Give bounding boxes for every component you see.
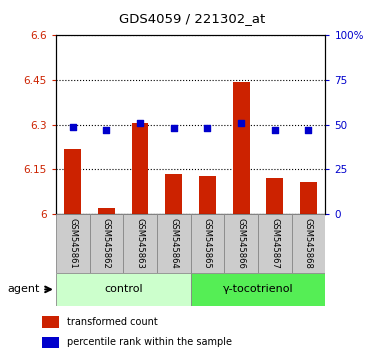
- Bar: [233, 81, 249, 214]
- Text: GSM545862: GSM545862: [102, 218, 111, 269]
- Text: GSM545863: GSM545863: [136, 218, 144, 269]
- Text: GSM545867: GSM545867: [270, 218, 279, 269]
- Bar: [56, 214, 89, 273]
- Text: GSM545866: GSM545866: [237, 218, 246, 269]
- Bar: [42, 316, 59, 328]
- Bar: [199, 176, 216, 214]
- Point: [103, 127, 109, 133]
- Bar: [224, 214, 258, 273]
- Bar: [191, 214, 224, 273]
- Point: [171, 126, 177, 131]
- Point: [204, 126, 211, 131]
- Text: agent: agent: [8, 284, 40, 294]
- Point: [70, 124, 76, 130]
- Bar: [157, 214, 191, 273]
- Text: GSM545861: GSM545861: [68, 218, 77, 269]
- Bar: [165, 174, 182, 214]
- Bar: [258, 214, 292, 273]
- Bar: [64, 149, 81, 214]
- Bar: [123, 214, 157, 273]
- Text: transformed count: transformed count: [67, 317, 158, 327]
- Bar: [98, 208, 115, 214]
- Text: GSM545865: GSM545865: [203, 218, 212, 269]
- Text: GSM545868: GSM545868: [304, 218, 313, 269]
- Bar: [56, 273, 191, 306]
- Point: [238, 120, 244, 126]
- Bar: [89, 214, 123, 273]
- Bar: [42, 337, 59, 348]
- Bar: [292, 214, 325, 273]
- Text: GDS4059 / 221302_at: GDS4059 / 221302_at: [119, 12, 266, 25]
- Bar: [266, 178, 283, 214]
- Point: [305, 127, 311, 133]
- Bar: [191, 273, 325, 306]
- Text: control: control: [104, 284, 142, 295]
- Text: percentile rank within the sample: percentile rank within the sample: [67, 337, 232, 348]
- Point: [272, 127, 278, 133]
- Text: GSM545864: GSM545864: [169, 218, 178, 269]
- Text: γ-tocotrienol: γ-tocotrienol: [223, 284, 293, 295]
- Bar: [300, 182, 317, 214]
- Bar: [132, 123, 149, 214]
- Point: [137, 120, 143, 126]
